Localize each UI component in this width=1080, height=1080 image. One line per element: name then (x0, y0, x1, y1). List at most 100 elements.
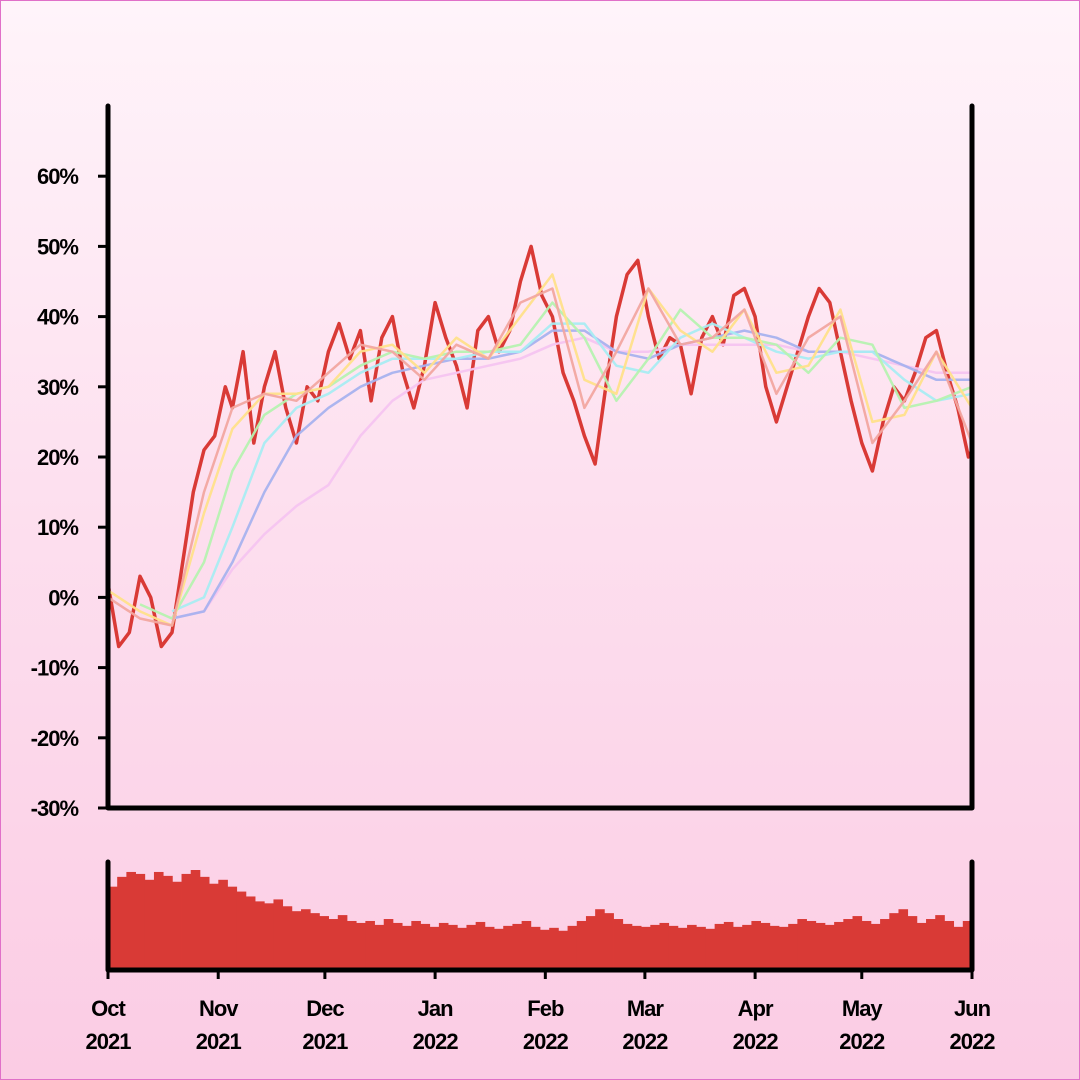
volume-bar (365, 920, 375, 970)
volume-bar (880, 919, 890, 970)
volume-bar (383, 919, 394, 970)
y-tick-label: 10% (37, 515, 78, 540)
volume-bar (209, 883, 219, 970)
volume-bar (282, 906, 293, 970)
volume-bar (328, 919, 339, 970)
volume-bar (466, 924, 477, 970)
volume-bar (411, 920, 421, 970)
volume-bar (935, 915, 945, 970)
volume-bar (861, 920, 872, 970)
volume-bar (585, 916, 596, 970)
x-tick-label-month: Jun (954, 996, 991, 1021)
y-tick-label: 0% (48, 585, 78, 610)
volume-bar (218, 879, 228, 970)
volume-bar (549, 927, 559, 970)
volume-bar (806, 920, 817, 970)
x-tick-label-year: 2021 (86, 1029, 132, 1054)
volume-bar (438, 922, 449, 970)
x-tick-label-year: 2022 (839, 1029, 885, 1054)
volume-bar (889, 913, 899, 970)
x-tick-label-year: 2022 (413, 1029, 459, 1054)
main-plot-axes (105, 103, 975, 811)
volume-bar (374, 924, 385, 970)
moving-average-line (171, 336, 972, 620)
volume-bar (595, 909, 605, 970)
moving-average-line (107, 287, 974, 627)
volume-bar (769, 925, 780, 970)
x-tick-label-month: Jan (418, 996, 453, 1021)
volume-bar (144, 879, 155, 970)
volume-bar (641, 926, 651, 970)
volume-bar (153, 871, 164, 970)
volume-bar (236, 891, 247, 970)
x-tick-label-month: Dec (306, 996, 344, 1021)
moving-average-line (171, 329, 972, 620)
main-plot-area: 60% 50% 40% 30% 20% 10% 0% -10% -20% -30% (31, 103, 975, 821)
volume-bar (301, 909, 311, 970)
volume-bar (521, 920, 532, 970)
volume-bar (834, 921, 844, 970)
x-tick-label-year: 2022 (733, 1029, 779, 1054)
y-tick-label: 60% (37, 164, 78, 189)
volume-bar (540, 929, 550, 970)
volume-bar (291, 911, 302, 970)
x-tick-label-year: 2021 (196, 1029, 242, 1054)
volume-bar (420, 923, 431, 970)
x-tick-label-month: Mar (627, 996, 665, 1021)
y-axis: 60% 50% 40% 30% 20% 10% 0% -10% -20% -30% (31, 164, 108, 821)
volume-bar (457, 927, 467, 970)
volume-bar (696, 926, 706, 970)
volume-bar (631, 925, 642, 970)
volume-bar (245, 896, 256, 970)
volume-plot-axes (105, 859, 975, 973)
volume-bar (310, 913, 320, 970)
volume-bar (255, 901, 265, 970)
y-tick-label: 20% (37, 445, 78, 470)
y-tick-label: -20% (31, 726, 79, 751)
y-tick-label: -30% (31, 796, 79, 821)
volume-bar (650, 924, 660, 970)
volume-bar (659, 922, 670, 970)
volume-bar (227, 886, 238, 970)
volume-bar (475, 921, 486, 970)
y-tick-label: 50% (37, 234, 78, 259)
volume-bar (604, 913, 614, 970)
volume-bar (337, 915, 348, 970)
volume-bar (824, 924, 835, 970)
volume-bar (402, 925, 412, 970)
volume-bar (677, 927, 688, 970)
volume-bar (392, 922, 403, 970)
x-tick-label-month: Apr (738, 996, 774, 1021)
x-tick-label-month: Feb (527, 996, 564, 1021)
volume-bar (199, 876, 210, 970)
volume-bar (815, 922, 826, 970)
volume-bar (843, 919, 853, 970)
volume-bar (512, 923, 523, 970)
volume-bar (613, 919, 624, 970)
volume-bar (319, 916, 329, 970)
volume-bar (687, 924, 697, 970)
price-lines (106, 244, 974, 649)
volume-bar (126, 871, 136, 970)
volume-bar (356, 922, 366, 970)
volume-bar (503, 925, 513, 970)
y-tick-label: 30% (37, 375, 78, 400)
volume-bar (797, 919, 807, 970)
x-axis: Oct 2021 Nov 2021 Dec 2021 Jan 2022 Feb 2022 Mar 20… (86, 970, 996, 1054)
volume-bar (742, 924, 752, 970)
x-tick-label-month: Oct (91, 996, 126, 1021)
volume-bar (273, 899, 284, 970)
volume-bar (760, 922, 771, 970)
volume-bar (117, 876, 127, 970)
x-tick-label-month: Nov (199, 996, 239, 1021)
volume-bar (622, 923, 633, 970)
volume-plot-area (105, 859, 975, 973)
volume-bar (494, 928, 504, 970)
volume-bar (916, 922, 927, 970)
y-tick-label: -10% (31, 656, 79, 681)
volume-bar (558, 930, 568, 970)
volume-bar (733, 926, 743, 970)
volume-bar (429, 926, 440, 970)
volume-bar (714, 923, 725, 970)
volume-bar (530, 926, 541, 970)
